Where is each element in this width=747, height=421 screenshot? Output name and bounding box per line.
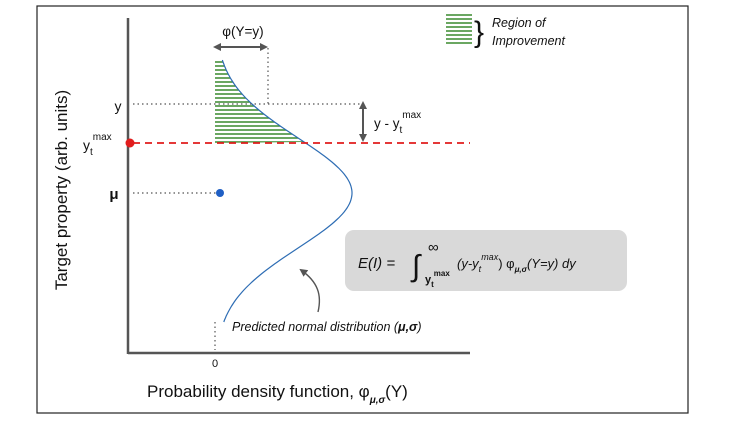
legend: } Region of Improvement xyxy=(446,13,565,49)
curve-label: Predicted normal distribution (μ,σ) xyxy=(232,320,422,334)
threshold-point xyxy=(125,138,135,148)
tick-zero: 0 xyxy=(212,358,218,370)
legend-swatch xyxy=(446,13,472,47)
legend-label-line1: Region of xyxy=(492,16,547,30)
formula-integrand: (y-ytmax) φμ,σ(Y=y) dy xyxy=(457,252,577,274)
integral-lower-limit: ytmax xyxy=(425,269,450,289)
curve-pointer-arrow xyxy=(299,268,321,313)
x-axis-label: Probability density function, φμ,σ(Y) xyxy=(147,382,408,406)
phi-annotation: φ(Y=y) xyxy=(222,24,263,39)
legend-label-line2: Improvement xyxy=(492,34,565,48)
expected-improvement-formula: E(I) = ∫ ∞ ytmax (y-ytmax) φμ,σ(Y=y) dy xyxy=(358,239,577,289)
integral-upper-limit: ∞ xyxy=(428,239,439,256)
y-axis-label: Target property (arb. units) xyxy=(52,90,71,290)
figure-frame xyxy=(36,5,689,414)
predicted-normal-curve xyxy=(221,59,353,323)
tick-y: y xyxy=(115,98,122,114)
formula-lhs: E(I) = xyxy=(358,255,395,272)
mean-point xyxy=(216,189,224,197)
delta-annotation: y - ytmax xyxy=(374,110,421,136)
formula-box xyxy=(345,230,627,291)
legend-brace: } xyxy=(474,16,484,49)
tick-ytmax: ytmax xyxy=(83,132,112,158)
integral-symbol: ∫ xyxy=(410,250,422,283)
tick-mu: μ xyxy=(109,186,118,203)
